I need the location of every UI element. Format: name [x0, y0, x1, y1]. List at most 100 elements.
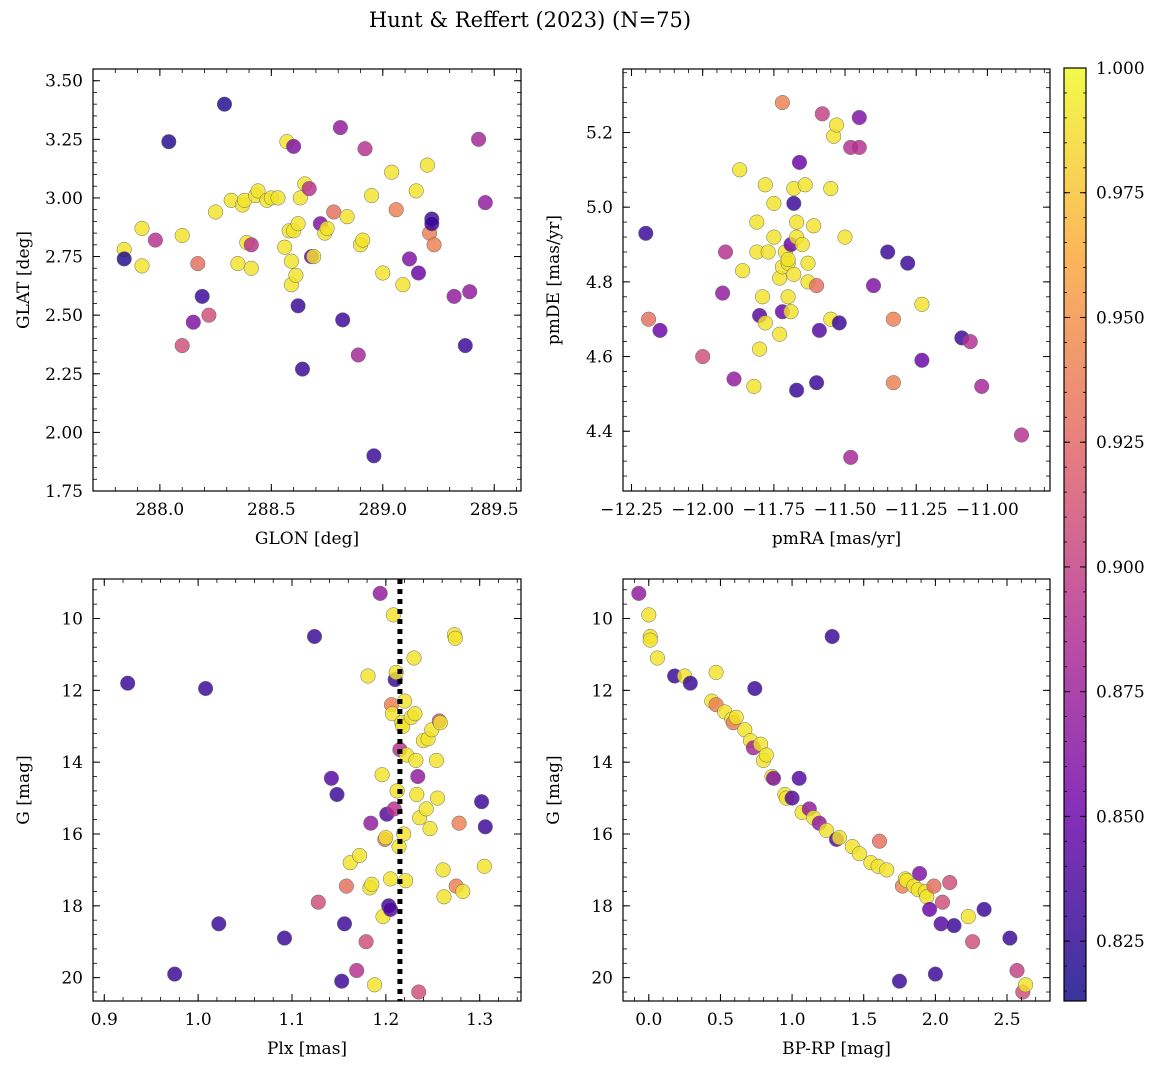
- data-point: [974, 378, 990, 394]
- data-point: [823, 180, 839, 197]
- data-point: [891, 973, 908, 989]
- colorbar-tick-label: 0.850: [1096, 807, 1145, 827]
- y-tick-label: 10: [61, 610, 83, 630]
- data-point: [435, 862, 451, 878]
- data-point: [358, 934, 374, 950]
- data-point: [350, 347, 366, 363]
- x-tick-label: 289.0: [358, 500, 407, 520]
- y-tick-label: 16: [591, 825, 613, 845]
- data-point: [457, 338, 473, 354]
- data-point: [277, 239, 293, 255]
- data-point: [230, 256, 246, 272]
- data-point: [367, 977, 383, 993]
- data-point: [374, 767, 390, 783]
- data-point: [211, 916, 227, 932]
- x-tick-label: 1.0: [185, 1010, 212, 1030]
- data-point: [786, 266, 802, 282]
- data-point: [642, 632, 658, 648]
- data-point: [462, 284, 478, 300]
- data-point: [789, 382, 805, 398]
- data-point: [290, 298, 306, 314]
- panel-pmra-pmde: −12.25 −12.00 −11.75 −11.50 −11.25 −11.00 4.4 4…: [544, 68, 1051, 549]
- data-point: [749, 214, 765, 230]
- y-tick-label: 2.00: [45, 423, 83, 443]
- data-point: [843, 449, 859, 465]
- data-point: [783, 304, 799, 320]
- x-tick-label: −11.75: [742, 500, 805, 520]
- data-point: [306, 628, 323, 645]
- figure-title: Hunt & Reffert (2023) (N=75): [369, 8, 691, 32]
- data-point: [476, 858, 492, 874]
- y-tick-label: 3.25: [45, 130, 83, 150]
- data-point: [167, 966, 183, 982]
- data-point: [407, 706, 423, 722]
- data-point: [397, 693, 413, 709]
- points: [631, 585, 1034, 1000]
- y-tick-label: 10: [591, 610, 613, 630]
- data-point: [310, 894, 326, 910]
- data-point: [477, 195, 493, 211]
- y-tick-label: 5.2: [586, 123, 613, 143]
- data-point: [216, 96, 233, 112]
- data-point: [831, 315, 847, 331]
- x-tick-label: 1.5: [850, 1010, 877, 1030]
- data-point: [329, 786, 345, 803]
- data-point: [201, 307, 217, 323]
- y-tick-label: 4.8: [586, 273, 613, 293]
- y-tick-label: 4.6: [586, 348, 613, 368]
- x-tick-label: 288.0: [136, 500, 185, 520]
- data-point: [726, 371, 742, 387]
- data-point: [885, 375, 901, 391]
- data-point: [364, 876, 380, 892]
- data-point: [208, 204, 224, 220]
- data-point: [375, 265, 391, 281]
- axes-frame: [622, 68, 1051, 492]
- data-point: [306, 249, 322, 265]
- data-point: [695, 349, 711, 365]
- data-point: [355, 232, 371, 248]
- data-point: [786, 195, 802, 211]
- x-tick-label: 288.5: [247, 500, 296, 520]
- data-point: [352, 847, 368, 864]
- data-point: [360, 668, 376, 684]
- data-point: [1009, 962, 1025, 979]
- data-point: [965, 934, 981, 950]
- x-tick-label: 2.5: [993, 1010, 1020, 1030]
- x-tick-label: 1.3: [466, 1010, 493, 1030]
- data-point: [270, 190, 286, 206]
- data-point: [335, 312, 351, 328]
- data-point: [418, 801, 434, 817]
- data-point: [326, 204, 342, 220]
- data-point: [652, 322, 668, 338]
- data-point: [429, 790, 446, 806]
- colorbar-tick-label: 1.000: [1096, 59, 1145, 79]
- y-tick-label: 2.25: [45, 365, 83, 385]
- points: [120, 585, 493, 1000]
- data-point: [797, 177, 813, 193]
- data-point: [760, 244, 776, 260]
- colorbar-tick-label: 0.975: [1096, 184, 1145, 204]
- colorbar-gradient: [1064, 68, 1086, 1001]
- data-point: [814, 106, 830, 122]
- data-point: [962, 334, 978, 350]
- colorbar-frame: [1063, 67, 1087, 1002]
- data-point: [401, 251, 418, 267]
- data-point: [960, 909, 976, 925]
- data-point: [424, 216, 440, 232]
- data-point: [436, 889, 452, 905]
- data-point: [772, 326, 788, 342]
- data-point: [372, 585, 388, 601]
- colorbar-tick-label: 0.875: [1096, 683, 1145, 703]
- data-point: [922, 901, 938, 917]
- data-point: [708, 664, 724, 680]
- data-point: [339, 209, 355, 225]
- colorbar-tick-label: 0.900: [1096, 558, 1145, 578]
- data-point: [419, 157, 435, 173]
- data-point: [406, 650, 422, 666]
- data-point: [914, 352, 930, 368]
- data-point: [323, 770, 339, 786]
- y-tick-label: 5.0: [586, 198, 613, 218]
- data-point: [194, 288, 210, 304]
- panel-glon-glat: 288.0 288.5 289.0 289.5 1.75 2.00 2.25 2.50 2.75…: [14, 68, 522, 549]
- data-point: [319, 220, 335, 236]
